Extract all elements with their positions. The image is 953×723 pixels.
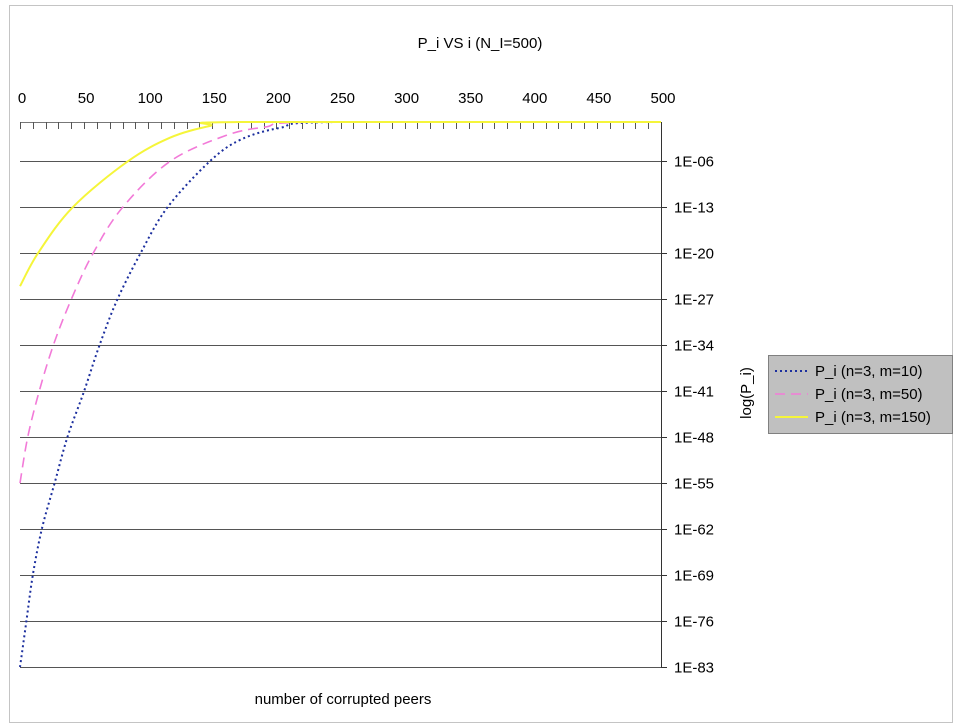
y-tick-label: 1E-27: [674, 292, 714, 309]
x-axis-label: number of corrupted peers: [255, 691, 432, 708]
legend-label: P_i (n=3, m=10): [815, 363, 923, 380]
x-tick-label: 400: [522, 90, 547, 107]
y-tick-label: 1E-13: [674, 200, 714, 217]
y-tick-label: 1E-62: [674, 522, 714, 539]
x-tick-label: 450: [586, 90, 611, 107]
y-tick-label: 1E-34: [674, 338, 714, 355]
x-tick-label: 50: [78, 90, 95, 107]
y-tick-label: 1E-41: [674, 384, 714, 401]
x-tick-label: 300: [394, 90, 419, 107]
y-tick-label: 1E-48: [674, 430, 714, 447]
x-tick-label: 500: [650, 90, 675, 107]
x-tick-label: 200: [266, 90, 291, 107]
series-group: [19, 120, 661, 668]
y-tick-label: 1E-06: [674, 154, 714, 171]
series-line-3: [19, 120, 661, 287]
chart-title: P_i VS i (N_I=500): [418, 35, 543, 52]
axes: 1E-06 1E-13 1E-20 1E-27 1E-34 1E-41 1E-48 1E-55…: [18, 90, 714, 677]
y-tick-label: 1E-69: [674, 568, 714, 585]
x-tick-label: 150: [202, 90, 227, 107]
y-axis-label: log(P_i): [738, 367, 755, 419]
y-tick-label: 1E-55: [674, 476, 714, 493]
y-tick-label: 1E-20: [674, 246, 714, 263]
x-tick-label: 100: [138, 90, 163, 107]
legend: P_i (n=3, m=10) P_i (n=3, m=50) P_i (n=3, …: [768, 355, 953, 434]
x-tick-label: 0: [18, 90, 26, 107]
legend-label: P_i (n=3, m=150): [815, 409, 931, 426]
x-tick-label: 250: [330, 90, 355, 107]
y-tick-label: 1E-83: [674, 660, 714, 677]
y-tick-label: 1E-76: [674, 614, 714, 631]
x-tick-label: 350: [458, 90, 483, 107]
legend-label: P_i (n=3, m=50): [815, 386, 923, 403]
